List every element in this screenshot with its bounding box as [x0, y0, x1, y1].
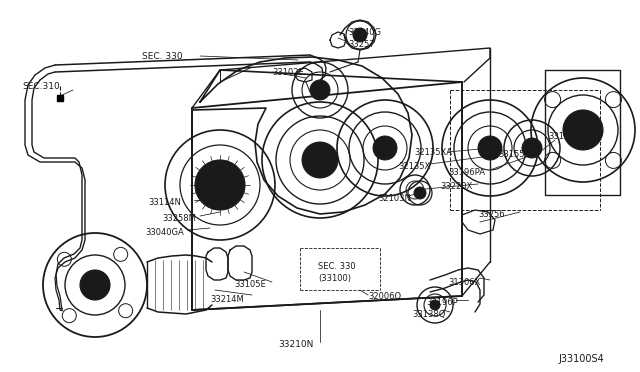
Text: 33102E: 33102E [272, 68, 304, 77]
Text: SEC.310: SEC.310 [22, 82, 60, 91]
Circle shape [414, 187, 426, 199]
Circle shape [195, 160, 245, 210]
Text: 33040G: 33040G [348, 28, 381, 37]
Circle shape [302, 142, 338, 178]
Circle shape [478, 136, 502, 160]
Circle shape [80, 270, 110, 300]
Text: 33196PA: 33196PA [448, 168, 485, 177]
Text: SEC. 330: SEC. 330 [318, 262, 356, 271]
Text: J33100S4: J33100S4 [558, 354, 604, 364]
Text: 32103N: 32103N [378, 194, 411, 203]
Text: 33105E: 33105E [234, 280, 266, 289]
Text: 331380A: 331380A [548, 132, 586, 141]
Text: 33138Q: 33138Q [412, 310, 445, 319]
Circle shape [373, 136, 397, 160]
Text: 33210N: 33210N [278, 340, 314, 349]
Text: 33040GA: 33040GA [145, 228, 184, 237]
Text: 33155P: 33155P [498, 150, 530, 159]
Text: 33114N: 33114N [148, 198, 181, 207]
Text: 32135XA: 32135XA [414, 148, 452, 157]
Text: 33196P: 33196P [426, 298, 458, 307]
Circle shape [353, 28, 367, 42]
Text: 31306X: 31306X [448, 278, 481, 287]
Circle shape [522, 138, 542, 158]
Circle shape [563, 110, 603, 150]
Text: 33256: 33256 [478, 210, 504, 219]
Text: 33257: 33257 [348, 40, 374, 49]
Text: 33214M: 33214M [210, 295, 244, 304]
Text: 33220X: 33220X [440, 182, 472, 191]
Circle shape [310, 80, 330, 100]
Text: (33100): (33100) [318, 274, 351, 283]
Circle shape [430, 300, 440, 310]
Text: 32006Q: 32006Q [368, 292, 401, 301]
Text: SEC. 330: SEC. 330 [142, 52, 182, 61]
Text: 33258M: 33258M [162, 214, 196, 223]
Text: 32135X: 32135X [398, 162, 430, 171]
